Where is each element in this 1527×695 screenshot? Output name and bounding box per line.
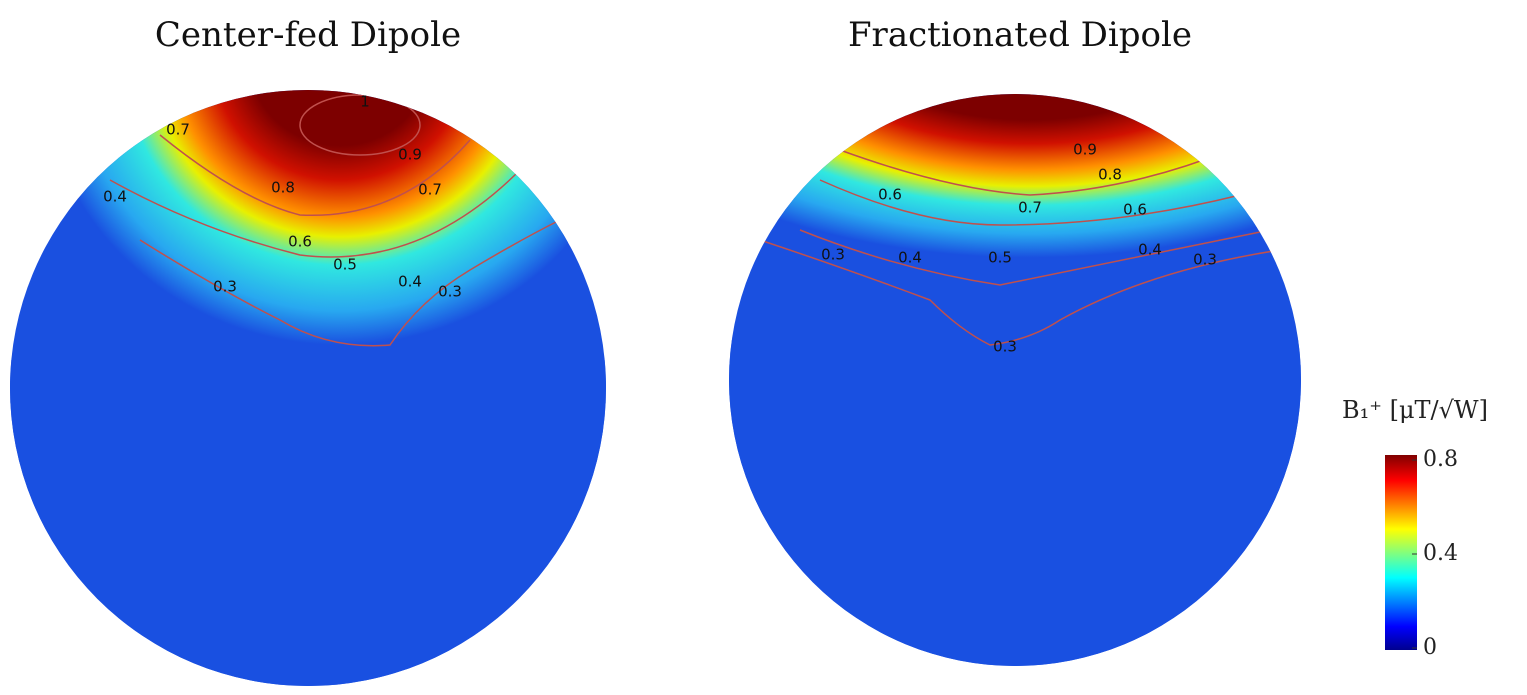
panel-title: Center-fed Dipole xyxy=(155,15,461,55)
contour-label: 0.3 xyxy=(993,338,1017,356)
contour-label: 0.5 xyxy=(333,256,357,274)
contour-label: 0.4 xyxy=(1138,241,1162,259)
contour-label: 1 xyxy=(360,93,370,111)
contour-label: 0.8 xyxy=(271,179,295,197)
field-map xyxy=(10,90,606,686)
contour-label: 0.7 xyxy=(418,181,442,199)
contour-label: 0.7 xyxy=(1018,199,1042,217)
contour-label: 0.4 xyxy=(103,188,127,206)
contour-label: 0.4 xyxy=(398,273,422,291)
field-map xyxy=(729,94,1301,666)
contour-label: 0.5 xyxy=(988,249,1012,267)
colorbar-label: B₁⁺ [μT/√W] xyxy=(1342,396,1488,424)
contour-label: 0.6 xyxy=(1123,201,1147,219)
colorbar-tick-label: 0.4 xyxy=(1423,541,1458,566)
contour-label: 0.4 xyxy=(898,249,922,267)
contour-label: 0.8 xyxy=(1098,166,1122,184)
contour-label: 0.3 xyxy=(821,246,845,264)
contour-label: 0.6 xyxy=(878,186,902,204)
contour-label: 0.9 xyxy=(1073,141,1097,159)
colorbar-tick-label: 0.8 xyxy=(1423,447,1458,472)
contour-label: 0.6 xyxy=(288,233,312,251)
contour-label: 0.7 xyxy=(166,121,190,139)
contour-label: 0.3 xyxy=(438,283,462,301)
contour-label: 0.3 xyxy=(213,278,237,296)
colorbar-tick-label: 0 xyxy=(1423,635,1437,660)
contour-label: 0.9 xyxy=(398,146,422,164)
contour-label: 0.3 xyxy=(1193,251,1217,269)
panel-title: Fractionated Dipole xyxy=(848,15,1192,55)
colorbar xyxy=(1385,455,1417,650)
